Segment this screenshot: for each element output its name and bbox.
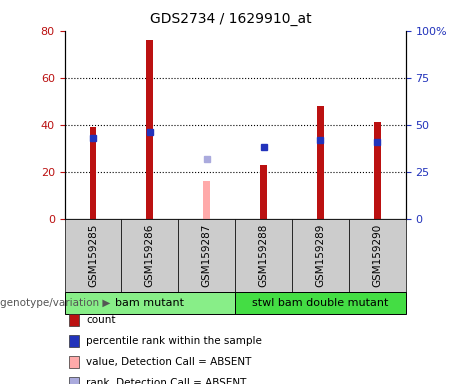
Bar bbox=[147, 40, 153, 219]
Text: GSM159290: GSM159290 bbox=[372, 224, 382, 287]
Bar bbox=[89, 127, 96, 219]
Text: count: count bbox=[86, 315, 116, 325]
Bar bbox=[260, 165, 267, 219]
Text: rank, Detection Call = ABSENT: rank, Detection Call = ABSENT bbox=[86, 378, 247, 384]
Text: bam mutant: bam mutant bbox=[115, 298, 184, 308]
Text: percentile rank within the sample: percentile rank within the sample bbox=[86, 336, 262, 346]
Text: GSM159285: GSM159285 bbox=[88, 223, 98, 287]
Text: GSM159286: GSM159286 bbox=[145, 223, 155, 287]
Text: GSM159287: GSM159287 bbox=[201, 223, 212, 287]
Bar bbox=[203, 181, 210, 219]
Bar bbox=[317, 106, 324, 219]
Text: value, Detection Call = ABSENT: value, Detection Call = ABSENT bbox=[86, 357, 252, 367]
Text: GSM159289: GSM159289 bbox=[315, 223, 325, 287]
Text: genotype/variation ▶: genotype/variation ▶ bbox=[0, 298, 110, 308]
Bar bbox=[374, 122, 381, 219]
Text: stwl bam double mutant: stwl bam double mutant bbox=[252, 298, 389, 308]
Text: GDS2734 / 1629910_at: GDS2734 / 1629910_at bbox=[150, 12, 311, 25]
Text: GSM159288: GSM159288 bbox=[259, 223, 269, 287]
